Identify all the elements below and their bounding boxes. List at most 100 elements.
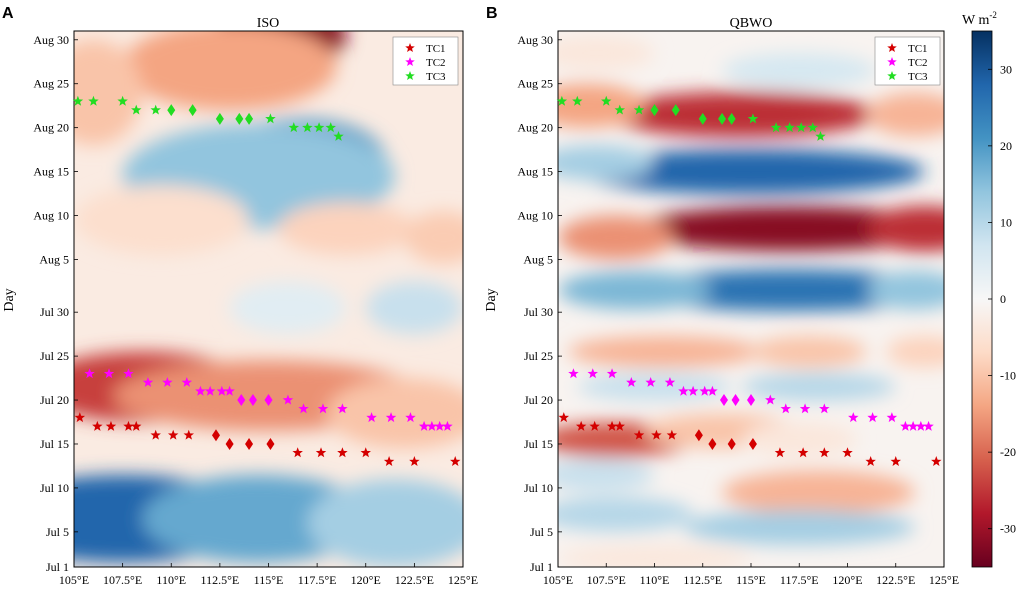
x-axis-ticks: 105°E 107.5°E 110°E 112.5°E 115°E 117.5°E 120°… xyxy=(59,563,478,587)
y-tick-label: Jul 15 xyxy=(524,437,553,451)
track-point-tc2 xyxy=(848,412,859,423)
y-tick-label: Aug 15 xyxy=(517,165,553,179)
heatmap-cell xyxy=(404,211,463,264)
track-point-tc2 xyxy=(719,394,728,407)
track-point-tc1 xyxy=(266,437,275,450)
track-point-tc2 xyxy=(282,394,294,405)
track-point-tc1 xyxy=(315,447,327,458)
y-tick-label: Aug 25 xyxy=(33,77,69,91)
x-tick-label: 107.5°E xyxy=(587,573,626,587)
track-point-tc1 xyxy=(748,437,757,450)
track-point-tc2 xyxy=(426,420,438,431)
track-point-tc2 xyxy=(298,403,309,414)
track-point-tc3 xyxy=(572,95,583,106)
track-point-tc2 xyxy=(687,385,699,396)
track-point-tc2 xyxy=(765,394,776,405)
panel-qbwo: B QBWO Jul 1 Jul 5 Jul 10 Jul 15 Jul 20 Jul 2… xyxy=(484,5,959,587)
track-point-tc3 xyxy=(235,112,244,125)
track-point-tc1 xyxy=(409,456,420,467)
y-tick-label: Jul 10 xyxy=(40,481,69,495)
track-point-tc3 xyxy=(807,122,818,133)
track-point-tc2 xyxy=(418,420,430,431)
x-tick-label: 110°E xyxy=(640,573,670,587)
track-point-tc3 xyxy=(556,95,568,106)
track-point-tc3 xyxy=(815,130,826,141)
track-point-tc1 xyxy=(931,456,942,467)
heatmap-cell xyxy=(558,83,645,128)
track-point-tc2 xyxy=(195,385,206,396)
heatmap-cell xyxy=(722,470,916,515)
heatmap-cell xyxy=(886,335,944,368)
track-point-tc1 xyxy=(150,429,161,440)
x-tick-label: 117.5°E xyxy=(298,573,337,587)
x-tick-label: 122.5°E xyxy=(876,573,915,587)
heatmap-cell xyxy=(635,205,944,252)
track-point-tc1 xyxy=(797,447,809,458)
x-tick-label: 107.5°E xyxy=(103,573,142,587)
track-point-tc2 xyxy=(317,403,329,414)
track-point-tc3 xyxy=(671,104,680,117)
colorbar-tick-label: 20 xyxy=(1000,139,1012,153)
track-point-tc1 xyxy=(131,420,142,431)
track-point-tc1 xyxy=(774,447,786,458)
y-axis-label: Day xyxy=(484,288,499,311)
y-tick-label: Jul 1 xyxy=(530,560,553,574)
track-point-tc3 xyxy=(313,122,325,133)
x-tick-label: 105°E xyxy=(59,573,89,587)
track-point-tc2 xyxy=(819,403,830,414)
track-point-tc1 xyxy=(449,456,461,467)
legend: TC1 TC2 TC3 xyxy=(874,36,941,86)
heatmap-cell xyxy=(229,281,347,335)
track-point-tc2 xyxy=(84,368,95,379)
track-point-tc1 xyxy=(167,429,179,440)
heatmap-cell xyxy=(577,372,732,401)
track-point-tc2 xyxy=(731,394,740,407)
heatmap-cell xyxy=(741,422,858,458)
track-point-tc2 xyxy=(907,420,919,431)
track-point-tc1 xyxy=(292,447,303,458)
colorbar-tick-label: -10 xyxy=(1000,369,1016,383)
legend-marker xyxy=(405,57,415,67)
track-point-tc2 xyxy=(162,376,173,387)
heatmap-cell xyxy=(722,52,877,89)
track-point-tc2 xyxy=(181,376,193,387)
y-tick-label: Jul 20 xyxy=(40,393,69,407)
heatmap-cell xyxy=(122,31,337,111)
heatmap-cell xyxy=(866,92,944,137)
track-point-tc1 xyxy=(245,437,254,450)
heatmap-cell xyxy=(74,184,250,256)
y-tick-label: Aug 10 xyxy=(517,209,553,223)
track-point-tc2 xyxy=(747,394,755,407)
track-point-tc2 xyxy=(204,385,216,396)
x-tick-label: 122.5°E xyxy=(395,573,434,587)
x-tick-label: 117.5°E xyxy=(780,573,819,587)
legend: TC1 TC2 TC3 xyxy=(392,36,459,86)
panel-label: B xyxy=(486,5,498,22)
track-point-tc2 xyxy=(248,394,257,407)
track-point-tc3 xyxy=(601,95,612,106)
track-point-tc3 xyxy=(167,104,176,117)
track-point-tc2 xyxy=(678,385,689,396)
track-point-tc3 xyxy=(795,122,807,133)
track-point-tc1 xyxy=(589,420,600,431)
track-point-tc2 xyxy=(626,376,637,387)
track-point-tc2 xyxy=(867,412,878,423)
heatmap-field xyxy=(74,31,463,567)
y-tick-label: Jul 15 xyxy=(40,437,69,451)
track-point-tc3 xyxy=(784,122,795,133)
y-axis-ticks: Jul 1 Jul 5 Jul 10 Jul 15 Jul 20 Jul 25 Jul 30… xyxy=(33,33,78,574)
x-tick-label: 120°E xyxy=(832,573,862,587)
legend-marker xyxy=(887,71,897,81)
track-point-tc1 xyxy=(651,429,662,440)
y-axis-ticks: Jul 1 Jul 5 Jul 10 Jul 15 Jul 20 Jul 25 Jul 30… xyxy=(517,33,562,574)
heatmap-cell xyxy=(741,372,896,401)
track-point-tc3 xyxy=(325,122,336,133)
tc-tracks xyxy=(72,95,461,467)
heatmap-cell xyxy=(567,335,761,368)
track-point-tc3 xyxy=(727,112,736,125)
track-point-tc2 xyxy=(799,403,811,414)
panel-label: A xyxy=(2,5,14,22)
y-tick-label: Jul 30 xyxy=(524,305,553,319)
track-point-tc1 xyxy=(183,429,194,440)
colorbar-unit: W m-2 xyxy=(962,10,997,28)
